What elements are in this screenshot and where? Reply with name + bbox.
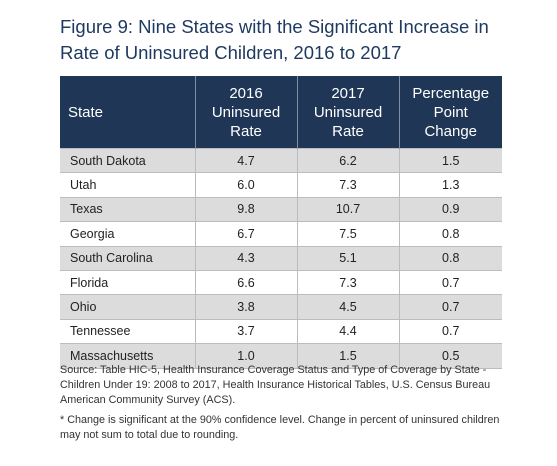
rate-2016-cell: 9.8 xyxy=(194,196,297,222)
rate-2017-cell: 4.5 xyxy=(296,294,399,320)
rate-2016-cell: 1.0 xyxy=(194,343,297,369)
rate-2017-cell: 4.4 xyxy=(296,318,399,344)
source-note: Source: Table HIC-5, Health Insurance Co… xyxy=(60,364,491,406)
state-cell: Florida xyxy=(60,269,195,295)
state-cell: Texas xyxy=(60,196,195,222)
rate-2016-cell: 3.8 xyxy=(194,294,297,320)
change-cell: 0.9 xyxy=(398,196,502,222)
rate-2017-cell: 7.3 xyxy=(296,172,399,198)
state-cell: Ohio xyxy=(60,294,195,320)
state-cell: South Dakota xyxy=(60,147,195,173)
table-row: South Carolina 4.3 5.1 0.8 xyxy=(60,245,502,271)
table-row: Florida 6.6 7.3 0.7 xyxy=(60,269,502,295)
change-cell: 0.8 xyxy=(398,245,502,271)
table-row: Georgia 6.7 7.5 0.8 xyxy=(60,221,502,247)
change-cell: 0.7 xyxy=(398,269,502,295)
state-cell: Utah xyxy=(60,172,195,198)
header-percentage-point-change: Percentage Point Change xyxy=(398,76,502,149)
rate-2017-cell: 7.5 xyxy=(296,221,399,247)
state-cell: Tennessee xyxy=(60,318,195,344)
data-table: State 2016 Uninsured Rate 2017 Uninsured… xyxy=(60,76,502,369)
figure-title: Figure 9: Nine States with the Significa… xyxy=(60,16,489,63)
header-state: State xyxy=(60,76,195,149)
table-row: Massachusetts 1.0 1.5 0.5 xyxy=(60,343,502,369)
rate-2016-cell: 4.7 xyxy=(194,147,297,173)
footnote: * Change is significant at the 90% confi… xyxy=(60,414,500,441)
table-row: Texas 9.8 10.7 0.9 xyxy=(60,196,502,222)
rate-2016-cell: 6.6 xyxy=(194,269,297,295)
change-cell: 0.7 xyxy=(398,294,502,320)
rate-2017-cell: 7.3 xyxy=(296,269,399,295)
state-cell: South Carolina xyxy=(60,245,195,271)
rate-2017-cell: 1.5 xyxy=(296,343,399,369)
rate-2016-cell: 6.0 xyxy=(194,172,297,198)
rate-2017-cell: 10.7 xyxy=(296,196,399,222)
table-row: Utah 6.0 7.3 1.3 xyxy=(60,172,502,198)
change-cell: 0.5 xyxy=(398,343,502,369)
rate-2017-cell: 6.2 xyxy=(296,147,399,173)
state-cell: Georgia xyxy=(60,221,195,247)
change-cell: 1.3 xyxy=(398,172,502,198)
rate-2016-cell: 4.3 xyxy=(194,245,297,271)
table-row: Tennessee 3.7 4.4 0.7 xyxy=(60,318,502,344)
rate-2016-cell: 6.7 xyxy=(194,221,297,247)
header-2017-rate: 2017 Uninsured Rate xyxy=(296,76,399,149)
header-2016-rate: 2016 Uninsured Rate xyxy=(194,76,297,149)
table-row: Ohio 3.8 4.5 0.7 xyxy=(60,294,502,320)
state-cell: Massachusetts xyxy=(60,343,195,369)
table-header-row: State 2016 Uninsured Rate 2017 Uninsured… xyxy=(60,76,502,149)
rate-2017-cell: 5.1 xyxy=(296,245,399,271)
change-cell: 1.5 xyxy=(398,147,502,173)
rate-2016-cell: 3.7 xyxy=(194,318,297,344)
change-cell: 0.8 xyxy=(398,221,502,247)
table-row: South Dakota 4.7 6.2 1.5 xyxy=(60,147,502,173)
change-cell: 0.7 xyxy=(398,318,502,344)
